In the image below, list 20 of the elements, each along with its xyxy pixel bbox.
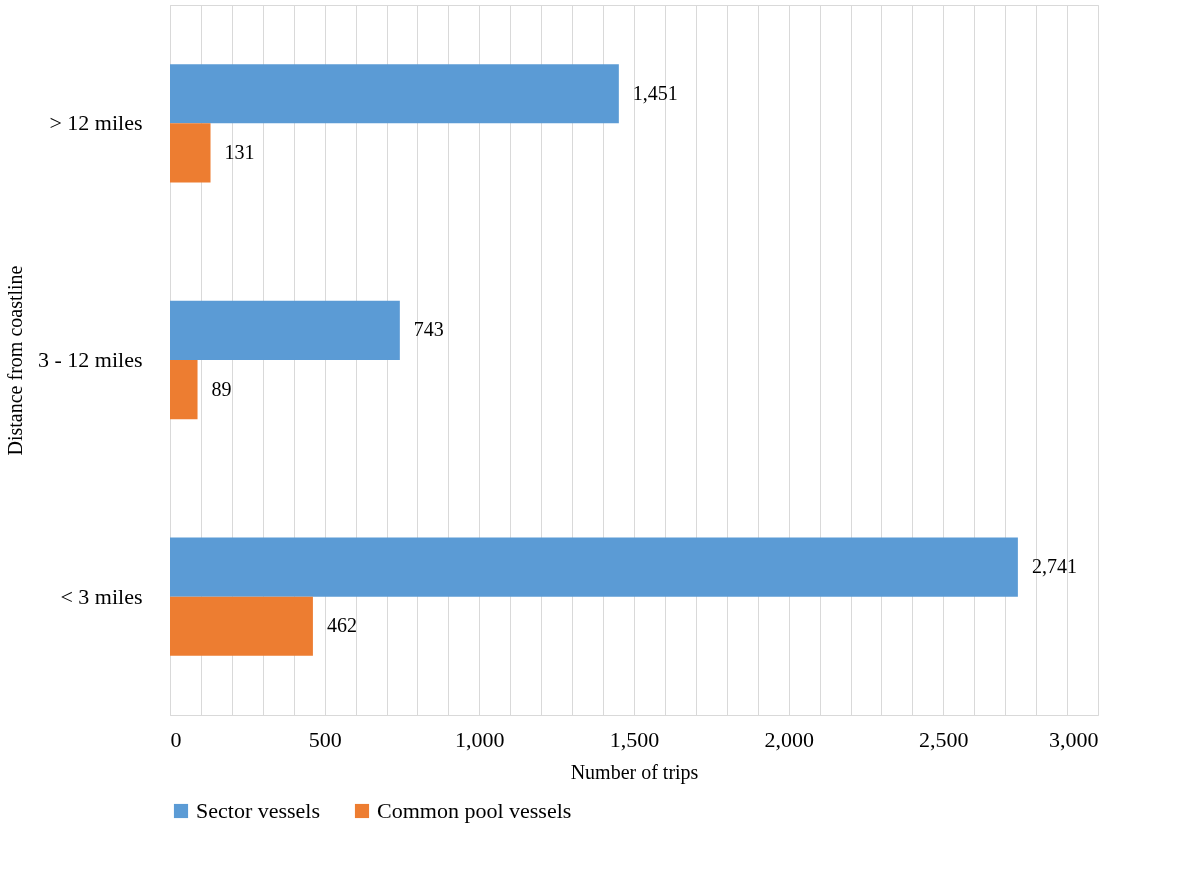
x-tick-label: 1,500 [609, 726, 660, 752]
data-label: 2,741 [1031, 555, 1077, 578]
x-tick-label: 1,000 [455, 726, 505, 752]
x-tick-label: 2,000 [764, 726, 814, 752]
y-tick-label: < 3 miles [60, 583, 143, 609]
x-tick-label: 2,500 [919, 726, 969, 752]
y-tick-label: 3 - 12 miles [38, 347, 143, 372]
x-tick-label: 0 [170, 726, 182, 752]
data-label: 462 [326, 614, 357, 637]
y-axis-title: Distance from coastline [4, 265, 27, 456]
x-tick-label: 500 [308, 726, 342, 752]
legend-label: Common pool vessels [377, 798, 572, 823]
x-axis-title: Number of trips [570, 760, 699, 784]
legend-label: Sector vessels [196, 798, 321, 823]
data-label: 743 [413, 318, 444, 341]
data-label: 131 [224, 140, 255, 163]
y-tick-label: > 12 miles [49, 110, 143, 136]
x-tick-label: 3,000 [1049, 726, 1099, 752]
data-label: 1,451 [632, 81, 678, 104]
data-label: 89 [211, 377, 232, 400]
